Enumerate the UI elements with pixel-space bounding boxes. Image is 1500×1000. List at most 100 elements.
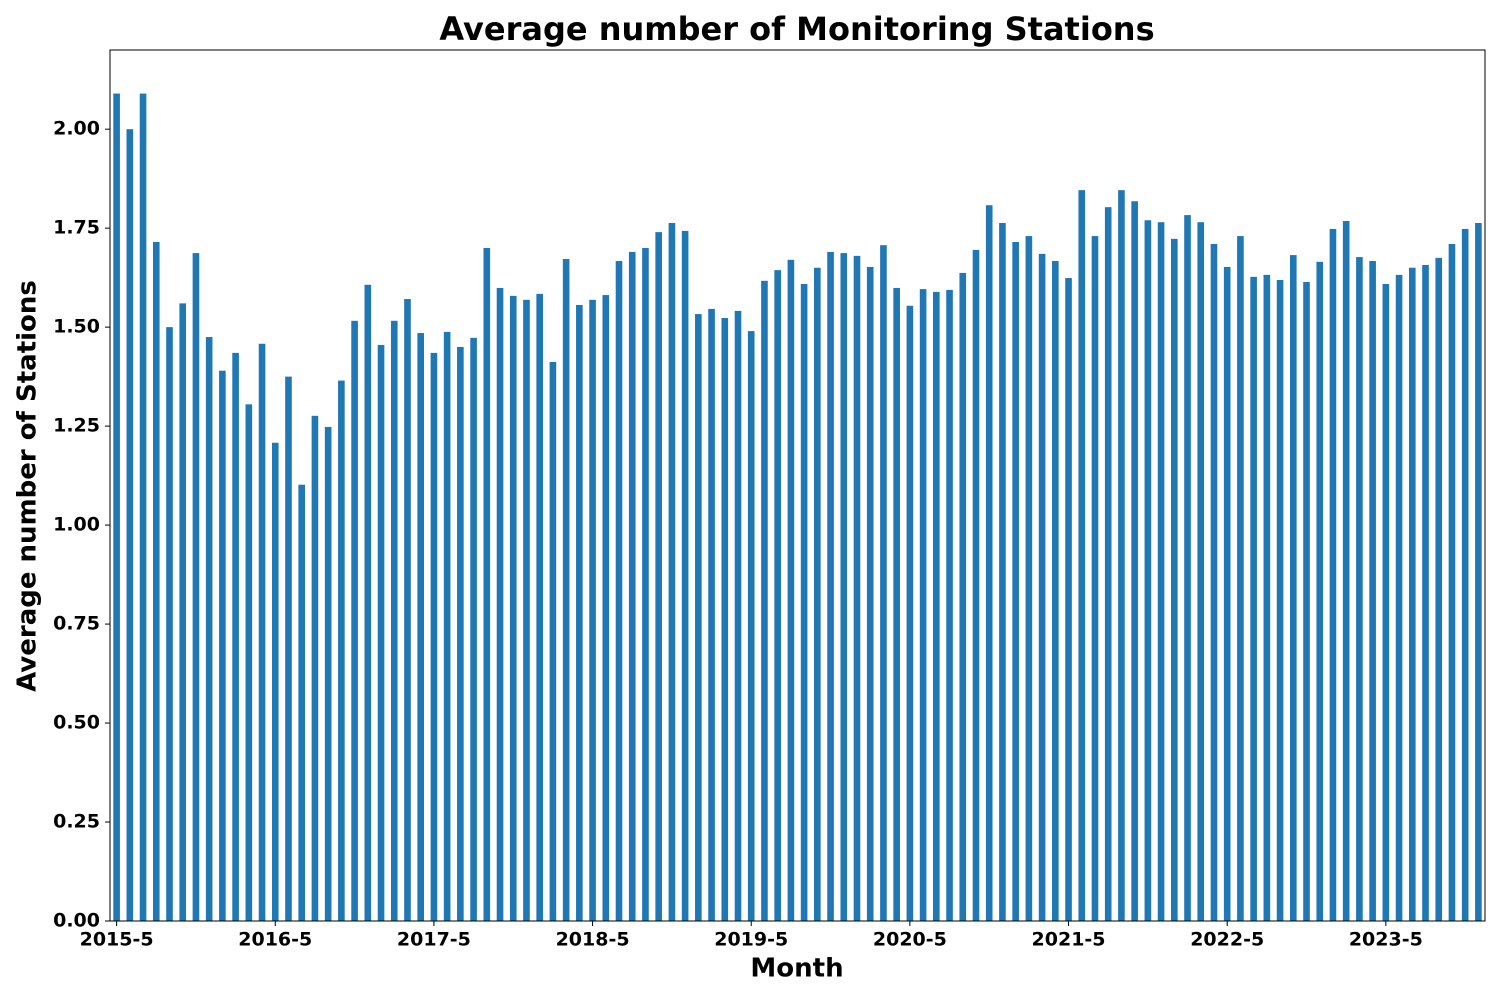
bar (840, 253, 848, 921)
bar (232, 352, 239, 921)
bar (1329, 228, 1337, 921)
bar (1091, 236, 1099, 921)
x-tick-label: 2020-5 (873, 929, 947, 951)
bar (1170, 238, 1178, 921)
bar (549, 361, 557, 922)
bar (1237, 236, 1244, 921)
y-tick-label: 1.75 (53, 217, 100, 239)
bar (668, 223, 676, 921)
bar (1197, 222, 1205, 921)
bar (126, 129, 134, 921)
bar (179, 303, 187, 921)
y-tick-label: 0.00 (53, 910, 100, 932)
bar (985, 205, 993, 922)
bar (787, 259, 795, 922)
bar (708, 308, 715, 921)
x-axis-label: Month (750, 954, 843, 984)
bar (483, 247, 491, 922)
bar (1369, 261, 1376, 921)
bar (695, 314, 702, 921)
bar (628, 251, 636, 921)
bar (1475, 223, 1482, 921)
bar (1118, 190, 1125, 921)
bar (1382, 283, 1390, 921)
bar (1210, 243, 1218, 921)
y-tick-label: 1.25 (53, 415, 100, 437)
bar (800, 283, 808, 921)
bar (747, 331, 755, 921)
bar (417, 333, 425, 921)
bar (1461, 228, 1469, 921)
x-tick-label: 2019-5 (714, 929, 788, 951)
bar (734, 310, 742, 922)
x-tick-label: 2016-5 (238, 929, 312, 951)
bar (1276, 280, 1284, 921)
bar (1223, 266, 1231, 921)
bar (377, 344, 385, 921)
bar (576, 304, 583, 921)
x-tick-label: 2023-5 (1349, 929, 1423, 951)
x-tick-label: 2017-5 (397, 929, 471, 951)
x-tick-label: 2021-5 (1032, 929, 1106, 951)
y-tick-label: 1.00 (53, 514, 100, 536)
bar (523, 299, 530, 922)
bar (457, 346, 464, 921)
bar (443, 331, 451, 921)
bar (113, 93, 120, 922)
bar (615, 261, 623, 921)
bar (509, 295, 517, 921)
bar (390, 320, 398, 921)
bar (152, 242, 160, 921)
bar (866, 266, 874, 921)
y-tick-label: 0.75 (53, 613, 100, 635)
bar (642, 247, 649, 922)
bar (814, 267, 821, 921)
bar (1448, 243, 1456, 921)
bar (933, 291, 940, 921)
bar (311, 415, 319, 921)
x-tick-label: 2018-5 (556, 929, 630, 951)
bar (192, 253, 200, 921)
bar (1078, 190, 1086, 921)
bar (959, 272, 967, 921)
bar (364, 284, 372, 922)
bar (351, 320, 358, 921)
bar (245, 404, 253, 921)
bar (919, 289, 927, 921)
bar (496, 287, 504, 921)
bar (1435, 257, 1443, 921)
bar (470, 337, 477, 921)
bar (827, 251, 834, 921)
bar (271, 442, 279, 921)
bar (324, 426, 332, 921)
x-tick-label: 2015-5 (80, 929, 154, 951)
plot-frame (109, 49, 1486, 922)
bar (1012, 242, 1019, 921)
bar (602, 295, 610, 921)
bar (999, 223, 1006, 921)
bar (655, 232, 662, 922)
bar (1395, 274, 1403, 922)
x-tick-label: 2022-5 (1190, 929, 1264, 951)
bar (1157, 222, 1165, 921)
y-tick-label: 2.00 (53, 118, 100, 140)
bar (880, 245, 887, 922)
bar (219, 370, 226, 921)
bar (681, 230, 689, 922)
bar (853, 255, 861, 921)
chart-title: Average number of Monitoring Stations (439, 10, 1154, 48)
bar (430, 352, 438, 921)
bar (589, 299, 596, 922)
bar (1025, 236, 1033, 921)
bar (258, 343, 266, 922)
bar (721, 318, 729, 921)
bar (1408, 267, 1416, 921)
bar (1038, 253, 1046, 921)
bar (1052, 261, 1059, 921)
bar (1184, 215, 1191, 921)
bar (285, 376, 292, 921)
bar (1250, 276, 1257, 921)
y-tick-label: 1.50 (53, 316, 100, 338)
bar (1131, 201, 1138, 921)
bar (946, 289, 953, 921)
